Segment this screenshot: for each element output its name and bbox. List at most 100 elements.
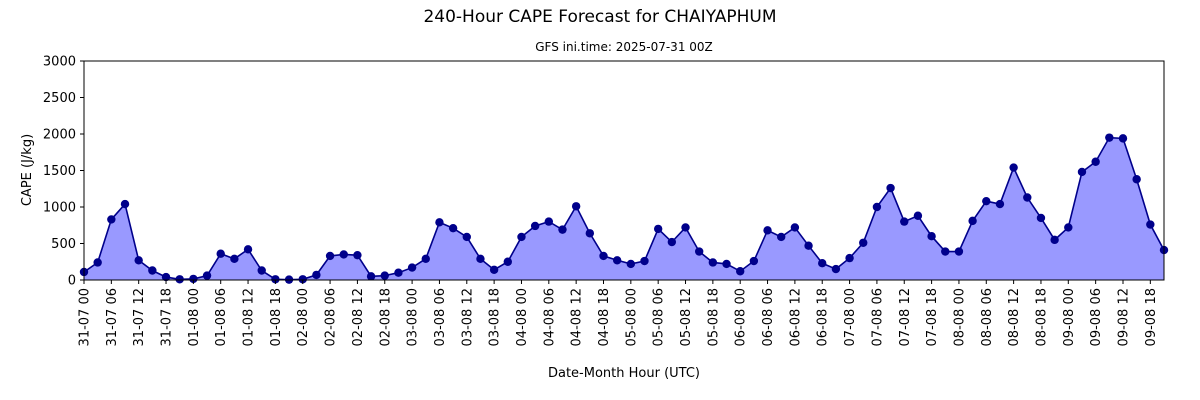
data-point bbox=[435, 218, 444, 227]
data-point bbox=[777, 232, 786, 242]
x-tick-label: 02-08 06 bbox=[324, 288, 339, 346]
data-point bbox=[1077, 167, 1087, 177]
x-tick-label: 04-08 06 bbox=[542, 288, 557, 346]
data-point bbox=[640, 256, 649, 266]
data-point bbox=[216, 249, 225, 258]
x-tick-label: 09-08 12 bbox=[1116, 288, 1131, 346]
data-point bbox=[722, 259, 731, 269]
y-tick-label: 500 bbox=[51, 237, 76, 252]
data-point bbox=[462, 232, 471, 242]
data-point bbox=[900, 217, 909, 226]
data-point bbox=[230, 254, 239, 264]
y-tick-label: 0 bbox=[68, 274, 76, 289]
data-point bbox=[394, 268, 403, 277]
data-point bbox=[1091, 157, 1100, 166]
x-tick-label: 03-08 00 bbox=[406, 288, 421, 346]
x-tick-label: 02-08 00 bbox=[296, 288, 311, 346]
data-point bbox=[982, 196, 991, 206]
x-tick-label: 03-08 12 bbox=[460, 288, 475, 346]
x-tick-label: 01-08 18 bbox=[269, 288, 284, 346]
data-point bbox=[1146, 220, 1155, 229]
data-point bbox=[134, 256, 143, 265]
chart-title: 240-Hour CAPE Forecast for CHAIYAPHUM bbox=[423, 7, 776, 27]
data-point bbox=[407, 263, 417, 272]
data-point bbox=[120, 199, 130, 209]
data-point bbox=[421, 254, 430, 264]
x-tick-label: 07-08 00 bbox=[843, 288, 858, 346]
x-tick-label: 02-08 18 bbox=[378, 288, 393, 346]
data-point bbox=[667, 237, 677, 247]
x-tick-label: 06-08 06 bbox=[761, 288, 776, 346]
y-axis-label: CAPE (J/kg) bbox=[20, 134, 35, 206]
x-tick-label: 07-08 12 bbox=[898, 288, 913, 346]
x-tick-label: 31-07 12 bbox=[132, 288, 147, 346]
data-point bbox=[708, 258, 718, 267]
y-tick-label: 2500 bbox=[43, 91, 76, 106]
data-point bbox=[913, 211, 923, 220]
chart-subtitle: GFS ini.time: 2025-07-31 00Z bbox=[535, 40, 713, 54]
data-point bbox=[653, 224, 663, 234]
data-point bbox=[489, 265, 499, 274]
data-point bbox=[448, 223, 458, 233]
x-tick-label: 31-07 18 bbox=[160, 288, 175, 346]
x-tick-label: 04-08 18 bbox=[597, 288, 612, 346]
x-tick-label: 08-08 06 bbox=[980, 288, 995, 346]
data-point bbox=[558, 225, 567, 234]
x-tick-label: 01-08 00 bbox=[187, 288, 202, 346]
data-point bbox=[1036, 213, 1046, 223]
data-point bbox=[886, 183, 895, 193]
y-tick-label: 2000 bbox=[43, 128, 76, 143]
x-tick-label: 08-08 00 bbox=[952, 288, 967, 346]
data-point bbox=[202, 271, 212, 280]
data-point bbox=[954, 247, 964, 256]
data-point bbox=[107, 215, 116, 224]
data-point bbox=[804, 241, 813, 250]
data-point bbox=[995, 199, 1005, 209]
x-tick-label: 09-08 00 bbox=[1062, 288, 1077, 346]
data-point bbox=[148, 266, 157, 275]
y-tick-label: 1000 bbox=[43, 201, 76, 216]
data-point bbox=[298, 275, 307, 284]
x-tick-label: 09-08 06 bbox=[1089, 288, 1104, 346]
x-tick-label: 01-08 12 bbox=[242, 288, 257, 346]
data-point bbox=[503, 257, 512, 266]
data-point bbox=[476, 254, 485, 264]
x-axis: 31-07 00 31-07 06 31-07 12 31-07 18 01-08 00… bbox=[78, 280, 1159, 346]
x-tick-label: 07-08 06 bbox=[870, 288, 885, 346]
data-point bbox=[1023, 193, 1032, 202]
data-point bbox=[681, 223, 690, 232]
data-point bbox=[175, 275, 184, 284]
data-point bbox=[380, 271, 389, 280]
plot-frame bbox=[83, 60, 1165, 281]
x-tick-label: 05-08 06 bbox=[652, 288, 667, 346]
data-point bbox=[831, 264, 841, 274]
x-tick-label: 31-07 06 bbox=[105, 288, 120, 346]
x-tick-label: 05-08 00 bbox=[624, 288, 639, 346]
x-tick-label: 03-08 18 bbox=[488, 288, 503, 346]
x-tick-label: 06-08 18 bbox=[816, 288, 831, 346]
data-point bbox=[790, 223, 800, 232]
data-point bbox=[1050, 235, 1059, 245]
data-point bbox=[161, 272, 171, 282]
x-tick-label: 03-08 06 bbox=[433, 288, 448, 346]
x-tick-label: 09-08 18 bbox=[1144, 288, 1159, 346]
data-point bbox=[941, 247, 950, 256]
data-point bbox=[927, 232, 936, 241]
y-tick-label: 3000 bbox=[43, 55, 76, 70]
data-point bbox=[353, 250, 362, 260]
x-tick-label: 05-08 12 bbox=[679, 288, 694, 346]
data-point bbox=[749, 256, 759, 266]
data-point bbox=[1105, 133, 1114, 142]
x-tick-label: 08-08 12 bbox=[1007, 288, 1022, 346]
data-point bbox=[571, 202, 581, 211]
data-point bbox=[312, 270, 321, 280]
data-point bbox=[1064, 223, 1073, 232]
data-point bbox=[1009, 163, 1018, 172]
x-tick-label: 06-08 00 bbox=[734, 288, 749, 346]
data-point bbox=[872, 202, 882, 212]
data-point bbox=[93, 258, 102, 267]
plot-area bbox=[79, 133, 1169, 284]
x-tick-label: 06-08 12 bbox=[788, 288, 803, 346]
x-tick-label: 08-08 18 bbox=[1034, 288, 1049, 346]
data-point bbox=[763, 226, 772, 235]
